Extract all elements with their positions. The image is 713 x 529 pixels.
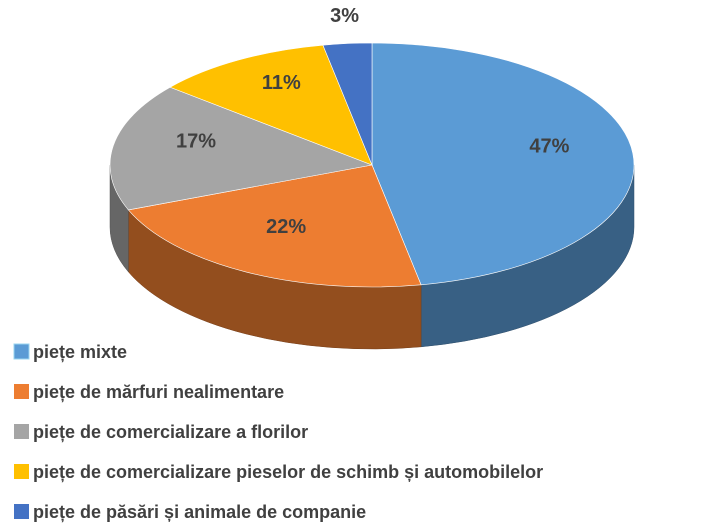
legend-label: piețe de păsări și animale de companie [33,502,366,522]
data-label: 17% [176,130,216,152]
legend-swatch [14,424,29,439]
data-label: 3% [330,5,359,27]
legend-swatch [13,343,30,360]
legend-swatch [14,504,29,519]
data-label: 47% [529,135,569,157]
data-label: 11% [262,72,301,94]
slice [371,42,635,286]
slice [127,164,422,288]
legend-label: piețe de mărfuri nealimentare [33,382,284,402]
data-label: 22% [266,216,306,238]
legend-label: piețe de comercializare pieselor de schi… [33,462,543,482]
legend-swatch [14,464,29,479]
slice [322,42,373,166]
legend-label: piețe de comercializare a florilor [33,422,308,442]
slice [169,44,373,166]
legend-swatch [14,384,29,399]
slice [109,86,374,211]
legend-label: piețe mixte [33,342,127,362]
